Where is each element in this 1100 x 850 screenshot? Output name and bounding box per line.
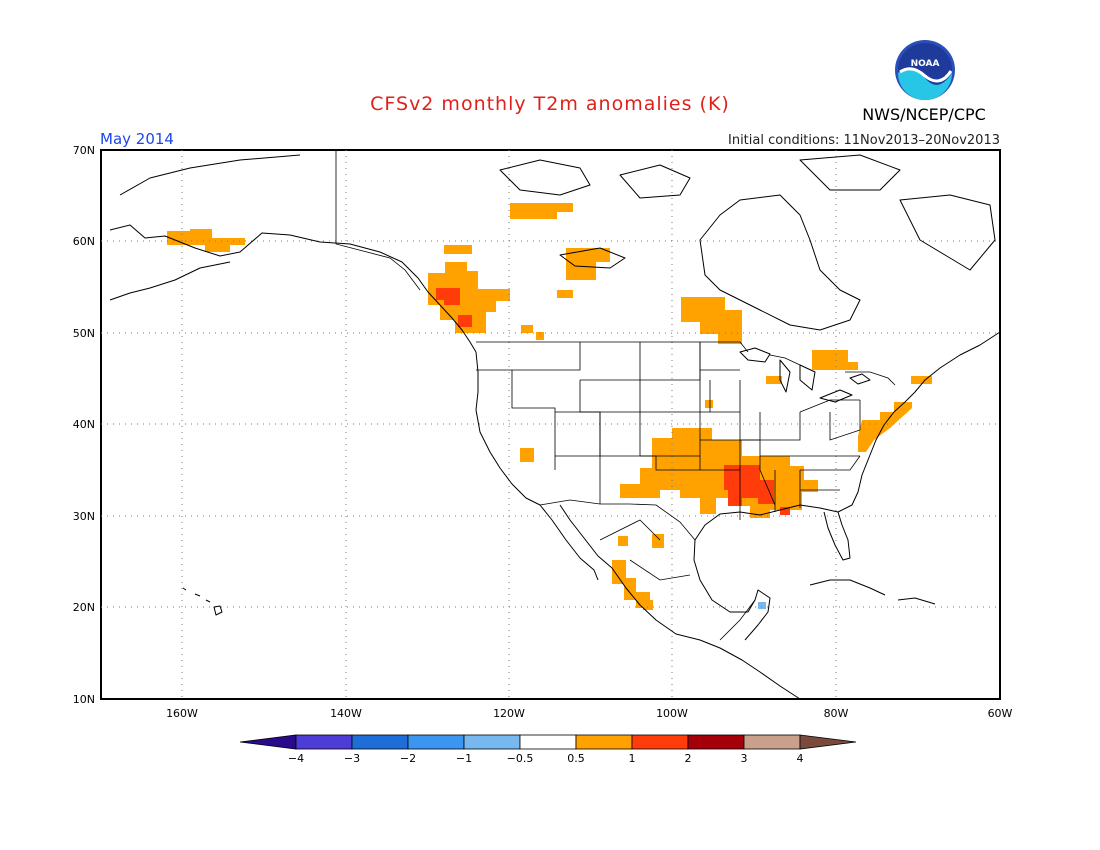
colorbar-arrow-low	[239, 734, 297, 750]
anomaly-area	[458, 315, 472, 327]
anomaly-area	[536, 332, 544, 340]
map-frame	[100, 149, 1001, 700]
initial-conditions-label: Initial conditions: 11Nov2013–20Nov2013	[728, 133, 1000, 148]
colorbar-swatch	[463, 734, 521, 750]
colorbar-swatch	[631, 734, 689, 750]
lat-tick: 60N	[73, 235, 95, 248]
coastlines	[109, 154, 1001, 700]
lat-tick: 70N	[73, 144, 95, 157]
anomaly-shading	[167, 203, 932, 610]
lon-ticks: 160W 140W 120W 100W 80W 60W	[166, 707, 1012, 720]
anomaly-area	[510, 203, 573, 219]
colorbar-tick-label: −0.5	[507, 752, 534, 765]
map-panel: 70N 60N 50N 40N 30N 20N 10N 160W 140W 12…	[73, 144, 1013, 720]
anomaly-area	[858, 402, 912, 452]
colorbar-tick-label: 1	[629, 752, 636, 765]
anomaly-area	[521, 325, 533, 333]
colorbar-swatch	[295, 734, 353, 750]
colorbar-swatch	[743, 734, 801, 750]
agency-label: NWS/NCEP/CPC	[862, 105, 986, 124]
colorbar-tick-label: 4	[797, 752, 804, 765]
colorbar-swatch	[351, 734, 409, 750]
colorbar-tick-label: 3	[741, 752, 748, 765]
figure-title: CFSv2 monthly T2m anomalies (K)	[370, 93, 730, 115]
lon-tick: 80W	[824, 707, 849, 720]
anomaly-area	[705, 400, 713, 408]
lon-tick: 120W	[493, 707, 525, 720]
noaa-logo: NOAA	[895, 40, 955, 100]
colorbar-tick-label: −3	[344, 752, 360, 765]
lon-tick: 160W	[166, 707, 198, 720]
anomaly-area	[428, 262, 510, 333]
colorbar-tick-label: −4	[288, 752, 304, 765]
anomaly-area	[520, 448, 534, 462]
anomaly-area	[780, 507, 790, 515]
anomaly-area	[612, 560, 650, 608]
anomaly-area	[557, 290, 573, 298]
anomaly-area	[758, 602, 766, 609]
anomaly-area	[812, 350, 858, 370]
lat-ticks: 70N 60N 50N 40N 30N 20N 10N	[73, 144, 95, 706]
noaa-logo-text: NOAA	[911, 59, 940, 69]
anomaly-area	[566, 248, 610, 280]
colorbar-tick-label: 0.5	[567, 752, 585, 765]
colorbar-swatch	[407, 734, 465, 750]
colorbar: −4 −3 −2 −1 −0.5 0.5 1 2 3 4	[239, 734, 857, 765]
colorbar-arrow-high	[799, 734, 857, 750]
lat-tick: 20N	[73, 601, 95, 614]
political-boundaries	[335, 150, 896, 641]
lat-tick: 30N	[73, 510, 95, 523]
colorbar-swatch	[575, 734, 633, 750]
lat-tick: 50N	[73, 327, 95, 340]
colorbar-swatch	[519, 734, 577, 750]
anomaly-area	[724, 465, 774, 506]
colorbar-tick-label: −1	[456, 752, 472, 765]
lat-tick: 40N	[73, 418, 95, 431]
colorbar-swatch	[687, 734, 745, 750]
anomaly-area	[766, 376, 782, 384]
anomaly-area	[652, 534, 664, 548]
anomaly-area	[643, 600, 653, 610]
lon-tick: 140W	[330, 707, 362, 720]
lon-tick: 100W	[656, 707, 688, 720]
colorbar-tick-label: −2	[400, 752, 416, 765]
lat-tick: 10N	[73, 693, 95, 706]
target-month-label: May 2014	[100, 130, 174, 148]
lon-tick: 60W	[988, 707, 1013, 720]
anomaly-area	[681, 297, 742, 344]
colorbar-tick-label: 2	[685, 752, 692, 765]
anomaly-area	[436, 288, 460, 305]
anomaly-area	[618, 536, 628, 546]
anomaly-area	[444, 245, 472, 254]
anomaly-area	[167, 229, 245, 252]
